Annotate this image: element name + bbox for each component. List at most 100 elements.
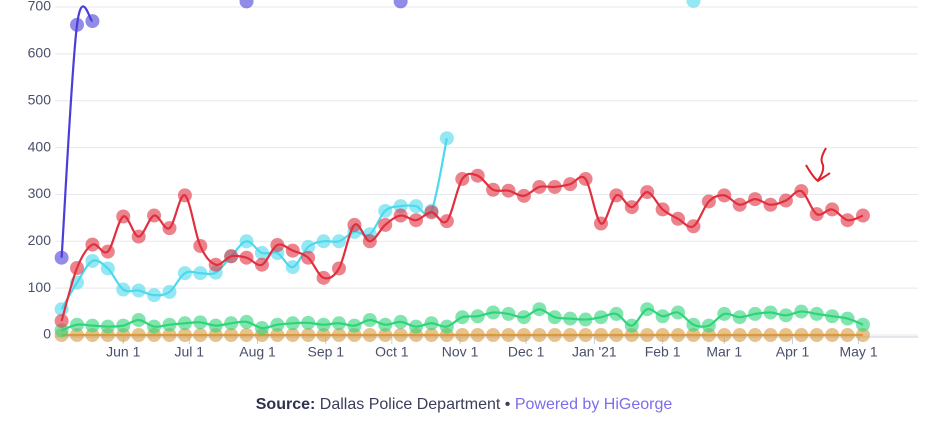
data-point bbox=[470, 328, 485, 342]
data-point bbox=[671, 305, 686, 320]
data-point bbox=[131, 328, 146, 342]
x-tick-label: Apr 1 bbox=[776, 344, 810, 360]
data-point bbox=[501, 328, 516, 342]
data-point bbox=[486, 328, 501, 342]
data-point bbox=[794, 184, 809, 199]
data-point bbox=[609, 306, 624, 321]
data-point bbox=[393, 0, 408, 9]
data-point bbox=[409, 199, 424, 214]
data-point bbox=[285, 316, 300, 331]
data-point bbox=[809, 207, 824, 222]
data-point bbox=[70, 261, 85, 275]
data-point bbox=[439, 131, 454, 146]
data-point bbox=[532, 302, 547, 317]
data-point bbox=[85, 253, 100, 268]
data-point bbox=[254, 257, 269, 272]
x-tick-label: Mar 1 bbox=[706, 344, 742, 360]
data-point bbox=[840, 311, 855, 326]
data-point bbox=[794, 328, 809, 342]
data-point bbox=[208, 318, 223, 333]
data-point bbox=[640, 328, 655, 342]
data-point bbox=[439, 319, 454, 334]
x-tick-label: Feb 1 bbox=[645, 344, 681, 360]
data-point bbox=[239, 0, 254, 9]
data-point bbox=[147, 288, 162, 303]
data-point bbox=[316, 317, 331, 332]
data-point bbox=[578, 312, 593, 327]
data-point bbox=[100, 319, 115, 334]
data-point bbox=[362, 234, 377, 249]
data-point bbox=[70, 328, 85, 342]
data-point bbox=[70, 317, 85, 332]
source: Dallas Police Department bbox=[319, 396, 501, 413]
data-point bbox=[732, 328, 747, 342]
data-point bbox=[224, 316, 239, 331]
x-tick-label: Jul 1 bbox=[175, 344, 205, 360]
data-point bbox=[424, 205, 439, 220]
data-point bbox=[563, 311, 578, 326]
data-point bbox=[285, 260, 300, 275]
data-point bbox=[809, 306, 824, 321]
footer: Source: Dallas Police Department • Power… bbox=[0, 396, 928, 414]
data-point bbox=[593, 216, 608, 231]
data-point bbox=[578, 171, 593, 186]
data-point bbox=[347, 318, 362, 333]
data-point bbox=[855, 328, 870, 342]
data-point bbox=[470, 168, 485, 183]
x-tick-label: Oct 1 bbox=[375, 344, 409, 360]
x-tick-label: Jan '21 bbox=[572, 344, 617, 360]
data-point bbox=[748, 328, 763, 342]
data-point bbox=[640, 185, 655, 200]
data-point bbox=[516, 310, 531, 325]
y-tick-label: 600 bbox=[28, 45, 52, 61]
data-point bbox=[855, 208, 870, 223]
data-point bbox=[208, 257, 223, 272]
data-point bbox=[547, 310, 562, 325]
data-point bbox=[578, 328, 593, 342]
series-line bbox=[62, 1, 694, 309]
data-point bbox=[563, 328, 578, 342]
separator: • bbox=[504, 396, 511, 413]
data-point bbox=[239, 328, 254, 342]
data-point bbox=[131, 229, 146, 244]
data-point bbox=[593, 328, 608, 342]
data-point bbox=[100, 261, 115, 276]
data-point bbox=[825, 202, 840, 217]
data-point bbox=[809, 328, 824, 342]
data-point bbox=[686, 328, 701, 342]
powered-by[interactable]: Powered by HiGeorge bbox=[514, 396, 673, 413]
data-point bbox=[763, 305, 778, 320]
data-point bbox=[316, 234, 331, 249]
y-tick-label: 500 bbox=[28, 91, 52, 107]
data-point bbox=[439, 214, 454, 229]
data-point bbox=[470, 309, 485, 324]
data-point bbox=[162, 221, 177, 236]
data-point bbox=[301, 328, 316, 342]
data-point bbox=[316, 270, 331, 285]
data-point bbox=[686, 0, 701, 8]
data-point bbox=[547, 328, 562, 342]
data-point bbox=[455, 171, 470, 186]
data-point bbox=[424, 328, 439, 342]
data-point bbox=[177, 266, 192, 281]
data-point bbox=[624, 200, 639, 215]
data-point bbox=[717, 328, 732, 342]
data-point bbox=[177, 316, 192, 331]
series-line bbox=[62, 1, 401, 257]
data-point bbox=[609, 188, 624, 203]
data-point bbox=[547, 179, 562, 194]
data-point bbox=[85, 237, 100, 252]
y-tick-label: 100 bbox=[28, 279, 52, 295]
data-point bbox=[285, 243, 300, 258]
data-point bbox=[147, 319, 162, 334]
data-point bbox=[362, 328, 377, 342]
data-point bbox=[748, 192, 763, 207]
data-point bbox=[732, 197, 747, 212]
data-point bbox=[270, 238, 285, 253]
data-point bbox=[54, 313, 69, 328]
data-point bbox=[116, 318, 131, 333]
data-point bbox=[671, 328, 686, 342]
x-tick-label: Nov 1 bbox=[442, 344, 479, 360]
x-tick-label: Sep 1 bbox=[307, 344, 344, 360]
